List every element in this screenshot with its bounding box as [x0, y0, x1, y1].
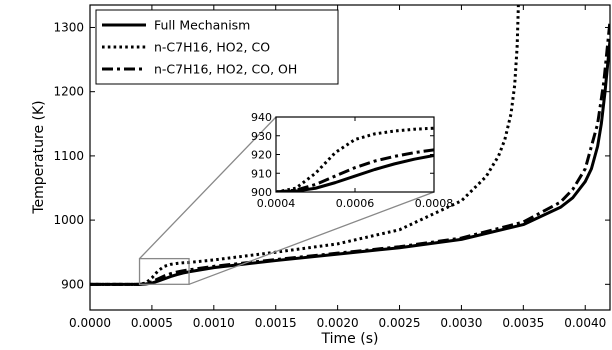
zoom-indicator — [138, 116, 435, 285]
x-tick-label: 0.0025 — [379, 316, 421, 330]
x-tick-label: 0.0020 — [317, 316, 359, 330]
series-line-1 — [90, 40, 610, 286]
inset-x-tick-label: 0.0006 — [336, 197, 375, 210]
inset-y-tick-label: 910 — [251, 167, 272, 180]
x-tick-label: 0.0040 — [564, 316, 606, 330]
zoom-connector — [188, 191, 435, 285]
zoom-connector — [139, 116, 277, 260]
series-line-2 — [90, 5, 520, 286]
x-tick-label: 0.0000 — [69, 316, 111, 330]
y-tick-label: 1300 — [53, 20, 84, 34]
y-tick-label: 1000 — [53, 213, 84, 227]
x-tick-label: 0.0005 — [131, 316, 173, 330]
legend-label-3: n-C7H16, HO2, CO, OH — [154, 62, 297, 77]
inset-plot: 0.0004 0.0006 0.0008 900 910 920 930 940 — [251, 111, 454, 210]
axes-group: 0.0000 0.0005 0.0010 0.0015 0.0020 0.0025 0.00… — [53, 5, 610, 330]
y-axis-label: Temperature (K) — [31, 100, 47, 214]
x-axis-label: Time (s) — [321, 331, 379, 347]
x-tick-label: 0.0015 — [255, 316, 297, 330]
plot-frame — [89, 4, 611, 311]
y-tick-label: 900 — [61, 277, 84, 291]
legend: Full Mechanism n-C7H16, HO2, CO n-C7H16, H… — [95, 9, 339, 85]
inset-series-line-3 — [276, 148, 434, 192]
inset-y-tick-label: 900 — [251, 186, 272, 199]
x-tick-label: 0.0030 — [440, 316, 482, 330]
x-tick-label: 0.0035 — [502, 316, 544, 330]
inset-x-tick-label: 0.0008 — [415, 197, 454, 210]
inset-y-tick-label: 940 — [251, 111, 272, 124]
inset-y-tick-label: 920 — [251, 149, 272, 162]
inset-x-tick-label: 0.0004 — [257, 197, 296, 210]
zoom-rectangle — [138, 257, 190, 285]
y-tick-label: 1100 — [53, 149, 84, 163]
inset-series-line-1 — [276, 153, 434, 192]
inset-y-tick-label: 930 — [251, 130, 272, 143]
x-tick-label: 0.0010 — [193, 316, 235, 330]
inset-series-group — [276, 126, 434, 192]
legend-label-1: Full Mechanism — [154, 18, 250, 33]
y-tick-label: 1200 — [53, 85, 84, 99]
legend-label-2: n-C7H16, HO2, CO — [154, 40, 270, 55]
legend-box — [95, 9, 339, 85]
